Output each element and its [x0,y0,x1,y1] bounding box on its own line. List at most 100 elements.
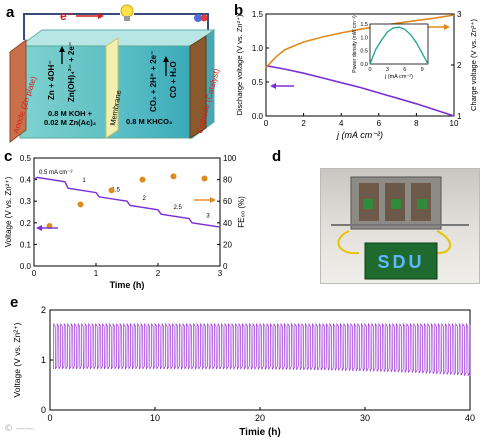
x-tick-label-b: 6 [377,119,382,128]
cycling-voltage-curve [53,322,471,376]
y-left-tick-label-b: 0.5 [252,78,264,87]
fe-point [139,176,146,183]
inset-x-label: j (mA cm⁻²) [384,74,413,80]
x-tick-label-c: 0 [32,269,37,278]
external-wire [23,13,209,40]
y-right-tick-label-c: 20 [223,240,232,249]
panel-letter-c: c [4,148,13,165]
y-left-tick-label-c: 0.0 [20,262,32,271]
discharge-curve [265,64,455,117]
x-tick-label-b: 10 [450,119,459,128]
y-left-tick-label-c: 0.1 [20,240,32,249]
panel-e-chart: 0 10 20 30 40 0 1 2 Timie (h) Voltage (V vs. Zn²⁺… [0,294,484,441]
x-tick-label-e: 0 [47,413,52,423]
discharge-axis-arrowhead [270,83,276,89]
charge-curve [265,14,455,69]
voltage-step-curve [33,176,221,228]
x-tick-label-e: 20 [255,413,265,423]
y-right-tick-label-b: 3 [457,10,462,19]
charge-axis-arrowhead [444,24,450,30]
inset-y-tick-label: 1.5 [360,22,368,28]
y-tick-label-e: 1 [41,355,46,365]
y-left-tick-label-b: 1.0 [252,44,264,53]
panel-letter-d: d [272,148,282,165]
fe-point [201,175,208,182]
cycling-chart: 0 10 20 30 40 0 1 2 Timie (h) Voltage (V vs. Zn²⁺… [12,305,475,438]
panel-letter-e: e [10,294,19,311]
y-left-axis-label-c: Voltage (V vs. Zn²⁺) [4,176,13,247]
voltage-axis-arrowhead [36,225,42,231]
led-board [364,242,438,280]
voltage-fe-chart: 0 1 2 3 0.0 0.1 0.2 0.3 0.4 0.5 0 20 40 60 80 100 Time (… [4,154,246,290]
inset-y-tick-label: 1.0 [360,35,368,41]
inset-y-label: Power density (mW cm⁻²) [352,15,358,73]
y-right-axis-label-c: FE₀₀ (%) [237,196,246,228]
panel-b-chart: 0 2 4 6 8 10 0.0 0.5 1.0 1.5 1 2 3 j (mA cm⁻²) Dischar… [232,0,484,150]
inset-y-tick-label: 0.0 [360,62,368,68]
led-display-text: SDU [377,252,424,272]
anode-reaction-1: Zn + 4OH⁻ [47,60,56,100]
x-tick-label-e: 40 [465,413,475,423]
cathode-reaction-2: CO + H₂O [169,61,178,98]
x-tick-label-c: 3 [218,269,223,278]
x-tick-label-e: 10 [150,413,160,423]
electron-label: e⁻ [60,9,73,23]
fe-axis-arrowhead [210,197,216,203]
y-left-tick-label-b: 1.5 [252,10,264,19]
anode-electrolyte-1: 0.8 M KOH + [48,109,93,118]
y-left-axis-label-b: Discharge voltage (V vs. Zn²⁺) [235,14,244,116]
zn-plate [9,39,27,143]
y-tick-label-e: 2 [41,305,46,315]
watermark: © —— [4,424,34,434]
membrane [105,37,119,139]
panel-a-schematic: e⁻ Anode (Zn plate) Cathode (Catalyst) M… [2,2,234,144]
y-right-tick-label-b: 2 [457,61,462,70]
panel-letter-a: a [6,4,15,21]
x-tick-label-b: 4 [339,119,344,128]
panel-letter-b: b [234,2,244,19]
bulb-base [124,16,130,21]
y-left-tick-label-c: 0.2 [20,219,32,228]
wire-yellow [337,230,360,255]
device-photo: SDU [320,168,480,284]
anode-electrolyte-2: 0.02 M Zn(Ac)₂ [44,118,96,127]
y-tick-label-e: 0 [41,405,46,415]
plot-frame-c [33,157,221,267]
y-left-tick-label-c: 0.5 [20,154,32,163]
current-step-label: 2.5 [174,205,183,211]
inset-x-tick-label: 6 [403,67,406,73]
inset-x-tick-label: 0 [368,67,371,73]
device-illustration: SDU [331,176,469,280]
battery-schematic: e⁻ Anode (Zn plate) Cathode (Catalyst) M… [9,4,221,143]
y-right-tick-label-b: 1 [457,112,462,121]
light-bulb-icon [120,4,134,18]
x-tick-label-b: 0 [264,119,269,128]
fe-point [170,173,177,180]
x-axis-label-b: j (mA cm⁻²) [336,130,383,140]
x-tick-label-c: 2 [156,269,161,278]
inset-x-tick-label: 9 [421,67,424,73]
fe-point [77,201,84,208]
x-tick-label-e: 30 [360,413,370,423]
y-right-tick-label-c: 0 [223,262,228,271]
current-step-label: 1 [82,178,86,184]
x-tick-label-c: 1 [94,269,99,278]
cathode-chamber [109,45,193,139]
x-axis-label-c: Time (h) [110,280,145,290]
x-tick-label-b: 8 [414,119,419,128]
y-axis-label-e: Voltage (V vs. Zn²⁺) [12,322,22,397]
current-step-label: 0.5 mA cm⁻² [39,170,73,176]
catalyst-cathode [189,35,207,139]
panel-d-photo: d SDU [272,148,484,284]
y-right-tick-label-c: 80 [223,176,232,185]
x-axis-label-e: Timie (h) [239,427,280,438]
x-tick-label-b: 2 [301,119,306,128]
electron-arrowhead [98,13,104,19]
panel-c-chart: 0 1 2 3 0.0 0.1 0.2 0.3 0.4 0.5 0 20 40 60 80 100 Time (… [0,148,252,298]
inset-x-tick-label: 3 [386,67,389,73]
co2-molecule-icon [194,14,202,22]
anode-reaction-2: Zn(OH)₄²⁻ + 2e⁻ [67,42,76,102]
current-step-label: 1.5 [112,187,121,193]
fe-point [108,187,115,194]
current-step-label: 3 [206,213,210,219]
